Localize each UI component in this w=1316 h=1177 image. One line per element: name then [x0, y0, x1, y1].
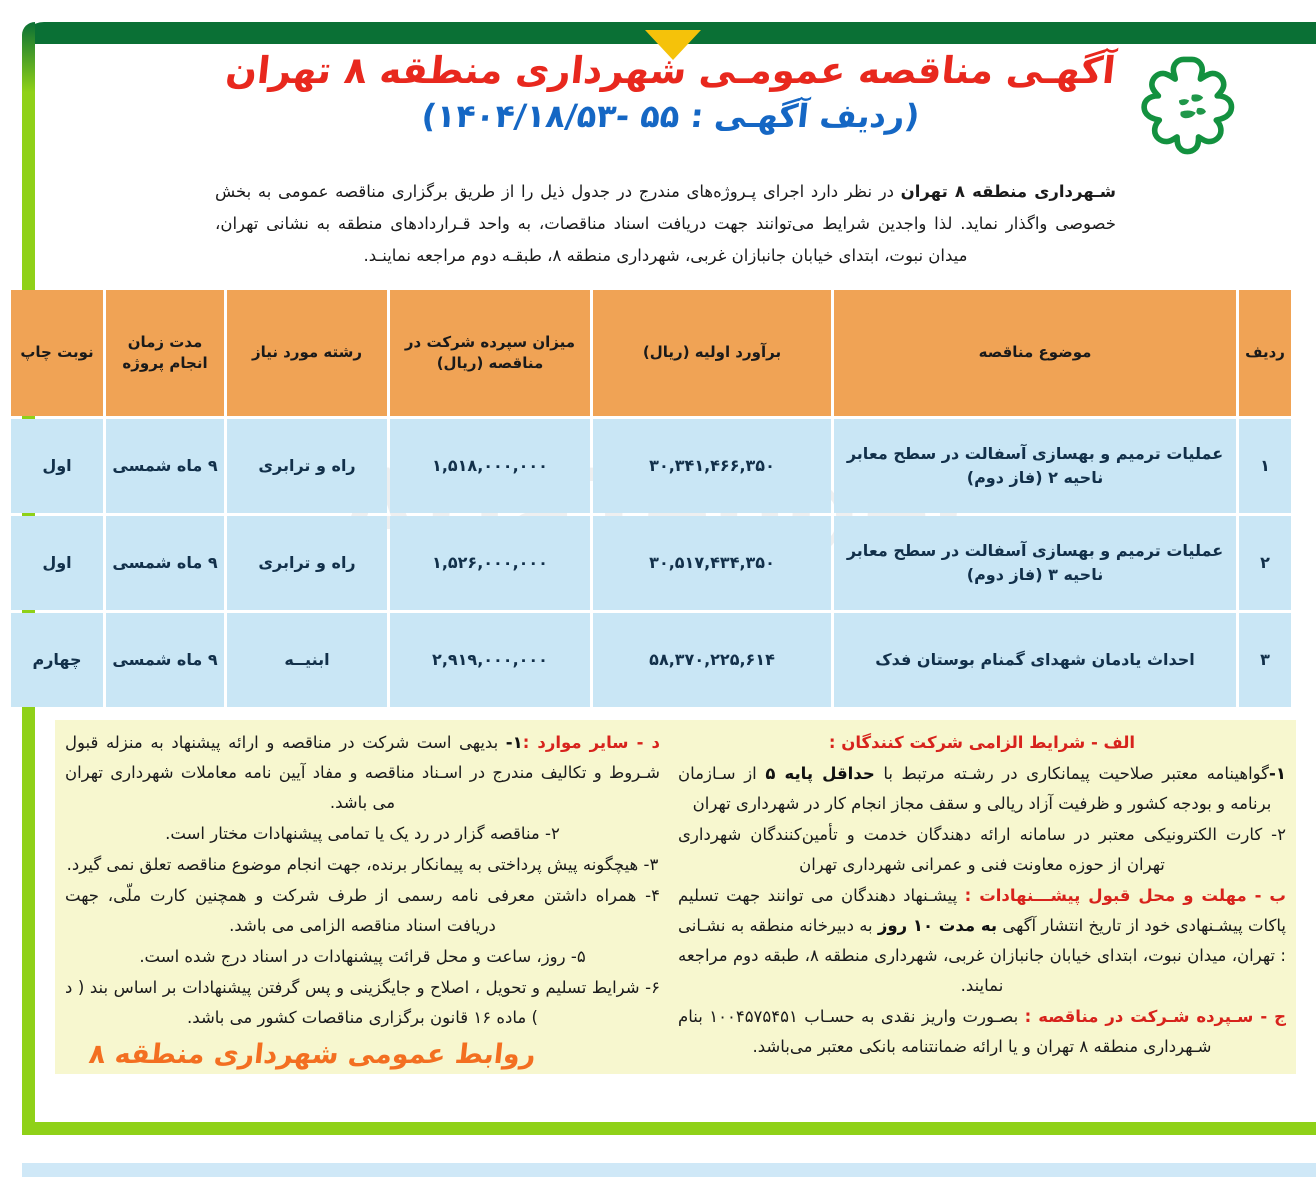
section-c-heading: ج - سـپرده شـرکت در مناقصه : [1024, 1006, 1286, 1026]
footer-signature: روابط عمومی شهرداری منطقه ۸ [87, 1038, 538, 1070]
cell-radif: ۳ [1239, 612, 1291, 707]
cell-subject: عملیات ترمیم و بهسازی آسفالت در سطح معاب… [834, 515, 1236, 610]
tender-table: ردیف موضوع مناقصه برآورد اولیه (ریال) می… [8, 287, 1294, 710]
section-d-item-3: ۳- هیچگونه پیش پرداختی به پیمانکار برنده… [66, 854, 659, 874]
duration-unit: شمسی [112, 552, 172, 572]
cell-field: ابنیــه [227, 612, 387, 707]
item-1-bold: حداقل پایه ۵ [765, 763, 875, 783]
announcement-row-number: (ردیف آگهـی : ۵۵ -۱۴۰۴/۱۸/۵۳) [419, 97, 922, 136]
cell-estimate: ۳۰,۳۴۱,۴۶۶,۳۵۰ [593, 418, 831, 513]
conditions-section: الف - شرایط الزامی شرکت کنندگان : ۱-گواه… [55, 719, 1296, 1074]
section-d-heading: د - سایر موارد : [522, 732, 660, 752]
document-header: آگهـی مناقصه عمومـی شهرداری منطقه ۸ تهرا… [35, 44, 1316, 172]
cell-estimate: ۵۸,۳۷۰,۲۲۵,۶۱۴ [593, 612, 831, 707]
duration-value: ۹ ماه [176, 455, 218, 475]
cell-deposit: ۱,۵۱۸,۰۰۰,۰۰۰ [390, 418, 590, 513]
tehran-municipality-logo-icon [1136, 52, 1248, 164]
section-a-item-2: ۲- کارت الکترونیکی معتبر در سامانه ارائه… [678, 824, 1286, 874]
duration-unit: شمسی [112, 455, 172, 475]
section-c-block: ج - سـپرده شـرکت در مناقصه : بصـورت واری… [678, 1002, 1286, 1062]
cell-field: راه و ترابری [227, 515, 387, 610]
tender-table-wrapper: ردیف موضوع مناقصه برآورد اولیه (ریال) می… [11, 287, 1294, 710]
cell-deposit: ۲,۹۱۹,۰۰۰,۰۰۰ [390, 612, 590, 707]
section-d-item-1: د - سایر موارد :۱- بدیهی است شرکت در منا… [65, 728, 660, 818]
item-1-text: بدیهی است شرکت در مناقصه و ارائه پیشنهاد… [65, 732, 660, 812]
section-d-item-2: ۲- مناقصه گزار در رد یک یا تمامی پیشنهاد… [165, 823, 560, 843]
cell-estimate: ۳۰,۵۱۷,۴۳۴,۳۵۰ [593, 515, 831, 610]
table-row: ۱ عملیات ترمیم و بهسازی آسفالت در سطح مع… [11, 418, 1291, 513]
col-header-deposit: میزان سپرده شرکت در مناقصه (ریال) [390, 289, 590, 416]
title-block: آگهـی مناقصه عمومـی شهرداری منطقه ۸ تهرا… [215, 48, 1126, 138]
cell-duration: ۹ ماه شمسی [106, 612, 224, 707]
col-header-print-round: نوبت چاپ [11, 289, 103, 416]
section-b-text-b: به دبیرخانه منطقه به نشـانی : تهران، مید… [678, 915, 1286, 995]
intro-lead: شـهرداری منطقه ۸ تهران [900, 182, 1116, 201]
section-b-bold: به مدت ۱۰ روز [877, 915, 998, 935]
duration-value: ۹ ماه [176, 649, 218, 669]
document-content: آگهـی مناقصه عمومـی شهرداری منطقه ۸ تهرا… [11, 44, 1316, 1122]
intro-body: در نظر دارد اجرای پـروژه‌های مندرج در جد… [215, 182, 1116, 266]
item-1-text-a: گواهینامه معتبر صلاحیت پیمانکاری در رشـت… [874, 763, 1270, 783]
cell-radif: ۲ [1239, 515, 1291, 610]
cell-duration: ۹ ماه شمسی [106, 515, 224, 610]
table-header-row: ردیف موضوع مناقصه برآورد اولیه (ریال) می… [11, 289, 1291, 416]
table-row: ۲ عملیات ترمیم و بهسازی آسفالت در سطح مع… [11, 515, 1291, 610]
section-c-text: بصـورت واریز نقدی به حسـاب ۱۰۰۴۵۷۵۴۵۱ بن… [678, 1006, 1212, 1056]
cell-radif: ۱ [1239, 418, 1291, 513]
triangle-marker-icon [645, 30, 701, 60]
col-header-estimate: برآورد اولیه (ریال) [593, 289, 831, 416]
section-a-item-1: ۱-گواهینامه معتبر صلاحیت پیمانکاری در رش… [678, 759, 1286, 819]
cell-print-round: اول [11, 515, 103, 610]
section-b-text-a: پیشـنهاد دهندگان می توانند جهت تسلیم پاک… [678, 885, 1287, 935]
duration-value: ۹ ماه [176, 552, 218, 572]
conditions-column-left: د - سایر موارد :۱- بدیهی است شرکت در منا… [65, 728, 660, 1070]
col-header-field: رشته مورد نیاز [227, 289, 387, 416]
section-d-item-6: ۶- شرایط تسلیم و تحویل ، اصلاح و جایگزین… [65, 977, 660, 1027]
cell-subject: احداث یادمان شهدای گمنام بوستان فدک [834, 612, 1236, 707]
section-b-heading: ب - مهلت و محل قبول پیشـــنهادات : [964, 885, 1286, 905]
duration-unit: شمسی [112, 649, 172, 669]
bottom-strip [22, 1163, 1316, 1177]
frame-bottom-border [22, 1122, 1316, 1135]
section-d-item-5: ۵- روز، ساعت و محل قرائت پیشنهادات در اس… [139, 946, 586, 966]
item-1-text-b: از سـازمان برنامه و بودجه کشور و ظرفیت آ… [678, 763, 1272, 813]
col-header-radif: ردیف [1239, 289, 1291, 416]
item-1-number: ۱- [1269, 763, 1286, 783]
section-a-heading-line: الف - شرایط الزامی شرکت کنندگان : [678, 728, 1286, 758]
cell-print-round: اول [11, 418, 103, 513]
conditions-column-right: الف - شرایط الزامی شرکت کنندگان : ۱-گواه… [678, 728, 1286, 1070]
section-a-heading: الف - شرایط الزامی شرکت کنندگان : [828, 732, 1136, 752]
section-d-item-4: ۴- همراه داشتن معرفی نامه رسمی از طرف شر… [65, 885, 660, 935]
item-1-number: ۱- [505, 732, 523, 752]
cell-subject: عملیات ترمیم و بهسازی آسفالت در سطح معاب… [834, 418, 1236, 513]
cell-duration: ۹ ماه شمسی [106, 418, 224, 513]
table-row: ۳ احداث یادمان شهدای گمنام بوستان فدک ۵۸… [11, 612, 1291, 707]
section-b-block: ب - مهلت و محل قبول پیشـــنهادات : پیشـن… [678, 881, 1286, 1001]
cell-print-round: چهارم [11, 612, 103, 707]
intro-paragraph: شـهرداری منطقه ۸ تهران در نظر دارد اجرای… [215, 176, 1116, 273]
col-header-subject: موضوع مناقصه [834, 289, 1236, 416]
cell-field: راه و ترابری [227, 418, 387, 513]
cell-deposit: ۱,۵۲۶,۰۰۰,۰۰۰ [390, 515, 590, 610]
col-header-duration: مدت زمان انجام پروژه [106, 289, 224, 416]
